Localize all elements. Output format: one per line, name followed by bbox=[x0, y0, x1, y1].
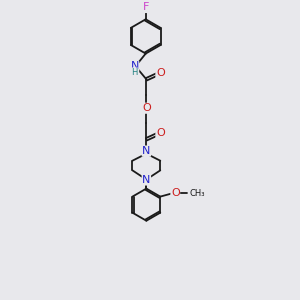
Text: H: H bbox=[131, 68, 138, 77]
Text: O: O bbox=[156, 128, 165, 138]
Text: O: O bbox=[171, 188, 180, 198]
Text: F: F bbox=[142, 2, 149, 13]
Text: N: N bbox=[142, 175, 151, 185]
Text: CH₃: CH₃ bbox=[189, 189, 205, 198]
Text: O: O bbox=[142, 103, 151, 113]
Text: N: N bbox=[142, 146, 151, 156]
Text: O: O bbox=[156, 68, 165, 78]
Text: N: N bbox=[130, 61, 139, 71]
